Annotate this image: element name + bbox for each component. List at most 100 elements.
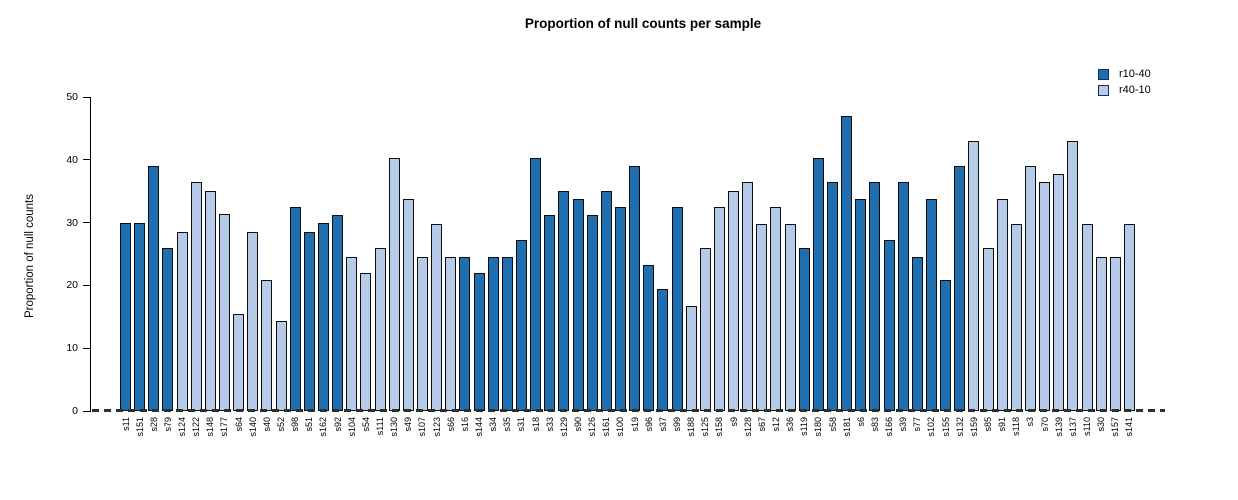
x-tick-label-s148: s148: [205, 417, 216, 437]
x-tick-label-s141: s141: [1124, 417, 1135, 437]
x-tick-label-s12: s12: [770, 417, 781, 432]
bar-s122: [190, 181, 202, 411]
x-tick-label-s159: s159: [968, 417, 979, 437]
x-tick-label-s137: s137: [1067, 417, 1078, 437]
x-tick-label-s3: s3: [1025, 417, 1036, 427]
x-tick-label-s37: s37: [657, 417, 668, 432]
bar-s70: [1039, 181, 1051, 411]
bar-s37: [657, 289, 669, 411]
bar-s132: [954, 165, 966, 411]
y-tick-mark: [83, 222, 90, 224]
bar-s19: [629, 165, 640, 411]
bar-s139: [1053, 173, 1065, 411]
x-tick-label-s39: s39: [898, 417, 909, 432]
bar-s100: [614, 206, 626, 411]
bar-s12: [770, 206, 782, 411]
bar-s140: [247, 232, 259, 411]
bar-s102: [926, 198, 937, 411]
x-tick-label-s125: s125: [700, 417, 711, 437]
x-tick-label-s67: s67: [756, 417, 767, 432]
legend-label-r40-10: r40-10: [1119, 83, 1151, 96]
x-tick-label-s30: s30: [1096, 417, 1107, 432]
x-tick-label-s58: s58: [827, 417, 838, 432]
bar-s64: [233, 313, 245, 411]
bar-s34: [487, 257, 499, 411]
bar-s90: [572, 198, 584, 411]
y-tick-label: 10: [66, 342, 78, 355]
x-tick-label-s54: s54: [360, 417, 371, 432]
x-tick-label-s40: s40: [261, 417, 272, 432]
x-tick-label-s158: s158: [714, 417, 725, 437]
bar-s137: [1067, 141, 1079, 411]
x-tick-label-s18: s18: [530, 417, 541, 432]
bar-s161: [600, 191, 612, 411]
x-tick-label-s11: s11: [120, 417, 131, 431]
x-tick-label-s91: s91: [997, 417, 1008, 432]
bar-s99: [671, 206, 683, 411]
x-tick-label-s52: s52: [276, 417, 287, 432]
bar-s111: [374, 247, 386, 411]
x-tick-label-s35: s35: [502, 417, 513, 432]
bar-s125: [699, 247, 711, 411]
bar-s85: [982, 247, 994, 411]
x-tick-label-s70: s70: [1039, 417, 1050, 432]
x-tick-label-s188: s188: [686, 417, 697, 437]
x-tick-label-s31: s31: [516, 417, 527, 432]
x-tick-label-s83: s83: [869, 417, 880, 432]
x-tick-label-s16: s16: [459, 417, 470, 432]
bar-s107: [416, 257, 428, 411]
bar-s177: [219, 214, 230, 411]
x-tick-label-s144: s144: [474, 417, 484, 437]
x-tick-label-s161: s161: [601, 417, 612, 437]
y-tick-mark: [83, 284, 90, 286]
plot-area: [90, 97, 1166, 412]
x-tick-label-s132: s132: [954, 417, 965, 437]
bar-s162: [318, 223, 329, 411]
bar-s39: [897, 181, 909, 411]
legend-item-r40-10: r40-10: [1098, 82, 1151, 98]
bar-s6: [855, 198, 867, 411]
bar-s157: [1109, 256, 1121, 411]
y-axis-line: [90, 97, 91, 412]
bar-s30: [1095, 256, 1107, 411]
x-tick-label-s79: s79: [162, 417, 173, 432]
x-tick-label-s36: s36: [785, 417, 796, 432]
y-tick-label: 0: [72, 405, 78, 417]
x-tick-label-s104: s104: [346, 417, 357, 437]
bar-s52: [275, 320, 287, 411]
bar-s130: [388, 157, 400, 411]
x-tick-label-s90: s90: [572, 417, 583, 432]
x-tick-label-s140: s140: [247, 417, 258, 437]
bar-s96: [643, 264, 655, 411]
y-tick-label: 20: [66, 279, 78, 292]
bar-s155: [940, 280, 952, 411]
bar-s35: [501, 257, 513, 411]
bar-s129: [558, 191, 570, 411]
y-tick-mark: [83, 410, 90, 412]
legend-label-r10-40: r10-40: [1119, 67, 1151, 80]
x-tick-label-s155: s155: [940, 417, 951, 437]
bar-s119: [798, 247, 810, 411]
bar-s36: [784, 223, 796, 411]
bar-s77: [911, 256, 923, 411]
bar-s188: [685, 306, 697, 411]
bar-s9: [728, 190, 739, 411]
x-tick-label-s129: s129: [558, 417, 569, 437]
x-tick-label-s28: s28: [148, 417, 159, 432]
bar-s66: [445, 257, 457, 411]
y-axis-label: Proportion of null counts: [24, 193, 36, 319]
bar-s141: [1123, 223, 1135, 411]
x-tick-label-s123: s123: [431, 417, 442, 437]
bar-s49: [402, 198, 414, 411]
x-tick-label-s139: s139: [1053, 417, 1064, 437]
bar-s28: [148, 165, 160, 411]
legend-swatch-r40-10: [1098, 84, 1109, 96]
x-tick-label-s33: s33: [544, 417, 555, 432]
y-tick-label: 30: [66, 216, 78, 229]
x-tick-label-s64: s64: [233, 417, 244, 432]
bar-s148: [204, 190, 216, 411]
x-tick-label-s99: s99: [671, 417, 682, 432]
x-tick-label-s111: s111: [375, 417, 386, 436]
x-tick-label-s107: s107: [417, 417, 428, 437]
